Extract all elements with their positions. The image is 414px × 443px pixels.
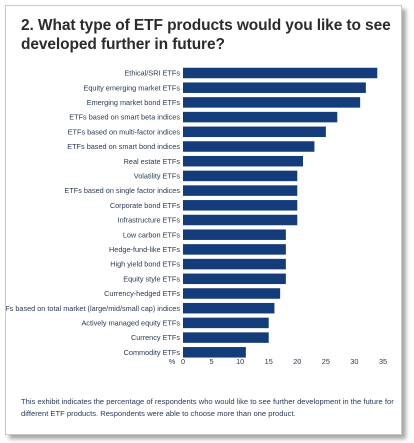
bar	[183, 273, 286, 285]
category-label: Equity style ETFs	[123, 274, 180, 283]
chart-title: 2. What type of ETF products would you l…	[21, 17, 391, 53]
category-label: Infrastructure ETFs	[118, 216, 181, 225]
bar	[183, 288, 281, 299]
bar	[183, 170, 298, 182]
chart-card: 2. What type of ETF products would you l…	[5, 5, 402, 435]
bar	[183, 317, 269, 329]
x-tick-label: 0	[181, 357, 185, 366]
bar	[183, 229, 286, 240]
bar	[183, 214, 298, 226]
x-tick-label: 5	[210, 357, 214, 366]
category-label: ETFs based on multi-factor indices	[68, 127, 181, 136]
x-tick-label: 20	[293, 357, 301, 366]
bar	[183, 67, 378, 79]
bar	[183, 141, 315, 152]
category-label: Real estate ETFs	[124, 157, 181, 166]
category-label: Currency ETFs	[131, 333, 180, 342]
x-tick-label: 10	[236, 357, 244, 366]
category-label: ETFs based on single factor indices	[64, 186, 180, 195]
category-label: Actively managed equity ETFs	[81, 319, 180, 328]
category-label: ETFs based on total market (large/mid/sm…	[6, 304, 180, 313]
x-tick-label: 30	[350, 357, 358, 366]
bar	[183, 302, 275, 314]
bar	[183, 244, 286, 255]
category-label: Equity emerging market ETFs	[83, 83, 180, 92]
category-label: Commodity ETFs	[124, 348, 181, 357]
category-label: Hedge-fund-like ETFs	[109, 245, 180, 254]
category-label: Currency-hedged ETFs	[104, 289, 180, 298]
category-label: High yield bond ETFs	[110, 260, 180, 269]
x-tick-label: 35	[379, 357, 387, 366]
category-label: Emerging market bond ETFs	[87, 98, 181, 107]
chart-footnote: This exhibit indicates the percentage of…	[21, 397, 394, 418]
bar	[183, 155, 303, 167]
x-tick-label: 25	[322, 357, 330, 366]
bar	[183, 347, 246, 358]
bar	[183, 126, 326, 138]
category-label: Corporate bond ETFs	[110, 201, 181, 210]
bar	[183, 332, 269, 343]
bar	[183, 111, 338, 123]
bar	[183, 200, 298, 211]
bar	[183, 97, 361, 108]
category-label: ETFs based on smart beta indices	[69, 113, 180, 122]
category-label: ETFs based on smart bond indices	[67, 142, 180, 151]
bar	[183, 258, 286, 270]
category-label: Low carbon ETFs	[123, 230, 181, 239]
bar	[183, 185, 298, 196]
x-tick-label: 15	[265, 357, 273, 366]
x-axis-unit-label: %	[169, 357, 176, 366]
bar	[183, 82, 366, 93]
category-label: Volatility ETFs	[134, 172, 181, 181]
bar-chart: Ethical/SRI ETFs Equity emerging market E…	[6, 67, 387, 366]
category-label: Ethical/SRI ETFs	[124, 69, 180, 78]
